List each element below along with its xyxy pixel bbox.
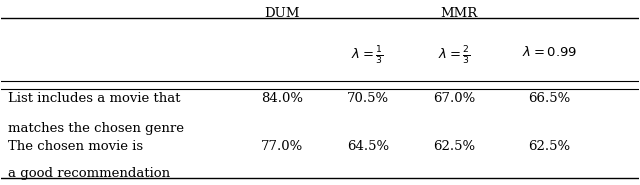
Text: 66.5%: 66.5% xyxy=(528,92,570,105)
Text: DUM: DUM xyxy=(264,7,300,20)
Text: $\lambda = \frac{2}{3}$: $\lambda = \frac{2}{3}$ xyxy=(438,45,470,67)
Text: $\lambda = \frac{1}{3}$: $\lambda = \frac{1}{3}$ xyxy=(351,45,384,67)
Text: 67.0%: 67.0% xyxy=(433,92,475,105)
Text: 62.5%: 62.5% xyxy=(529,140,570,153)
Text: 84.0%: 84.0% xyxy=(260,92,303,105)
Text: List includes a movie that: List includes a movie that xyxy=(8,92,180,105)
Text: $\lambda = 0.99$: $\lambda = 0.99$ xyxy=(522,45,577,59)
Text: 77.0%: 77.0% xyxy=(260,140,303,153)
Text: 64.5%: 64.5% xyxy=(347,140,389,153)
Text: 70.5%: 70.5% xyxy=(347,92,389,105)
Text: matches the chosen genre: matches the chosen genre xyxy=(8,122,184,134)
Text: MMR: MMR xyxy=(440,7,477,20)
Text: The chosen movie is: The chosen movie is xyxy=(8,140,143,153)
Text: 62.5%: 62.5% xyxy=(433,140,475,153)
Text: a good recommendation: a good recommendation xyxy=(8,167,170,180)
